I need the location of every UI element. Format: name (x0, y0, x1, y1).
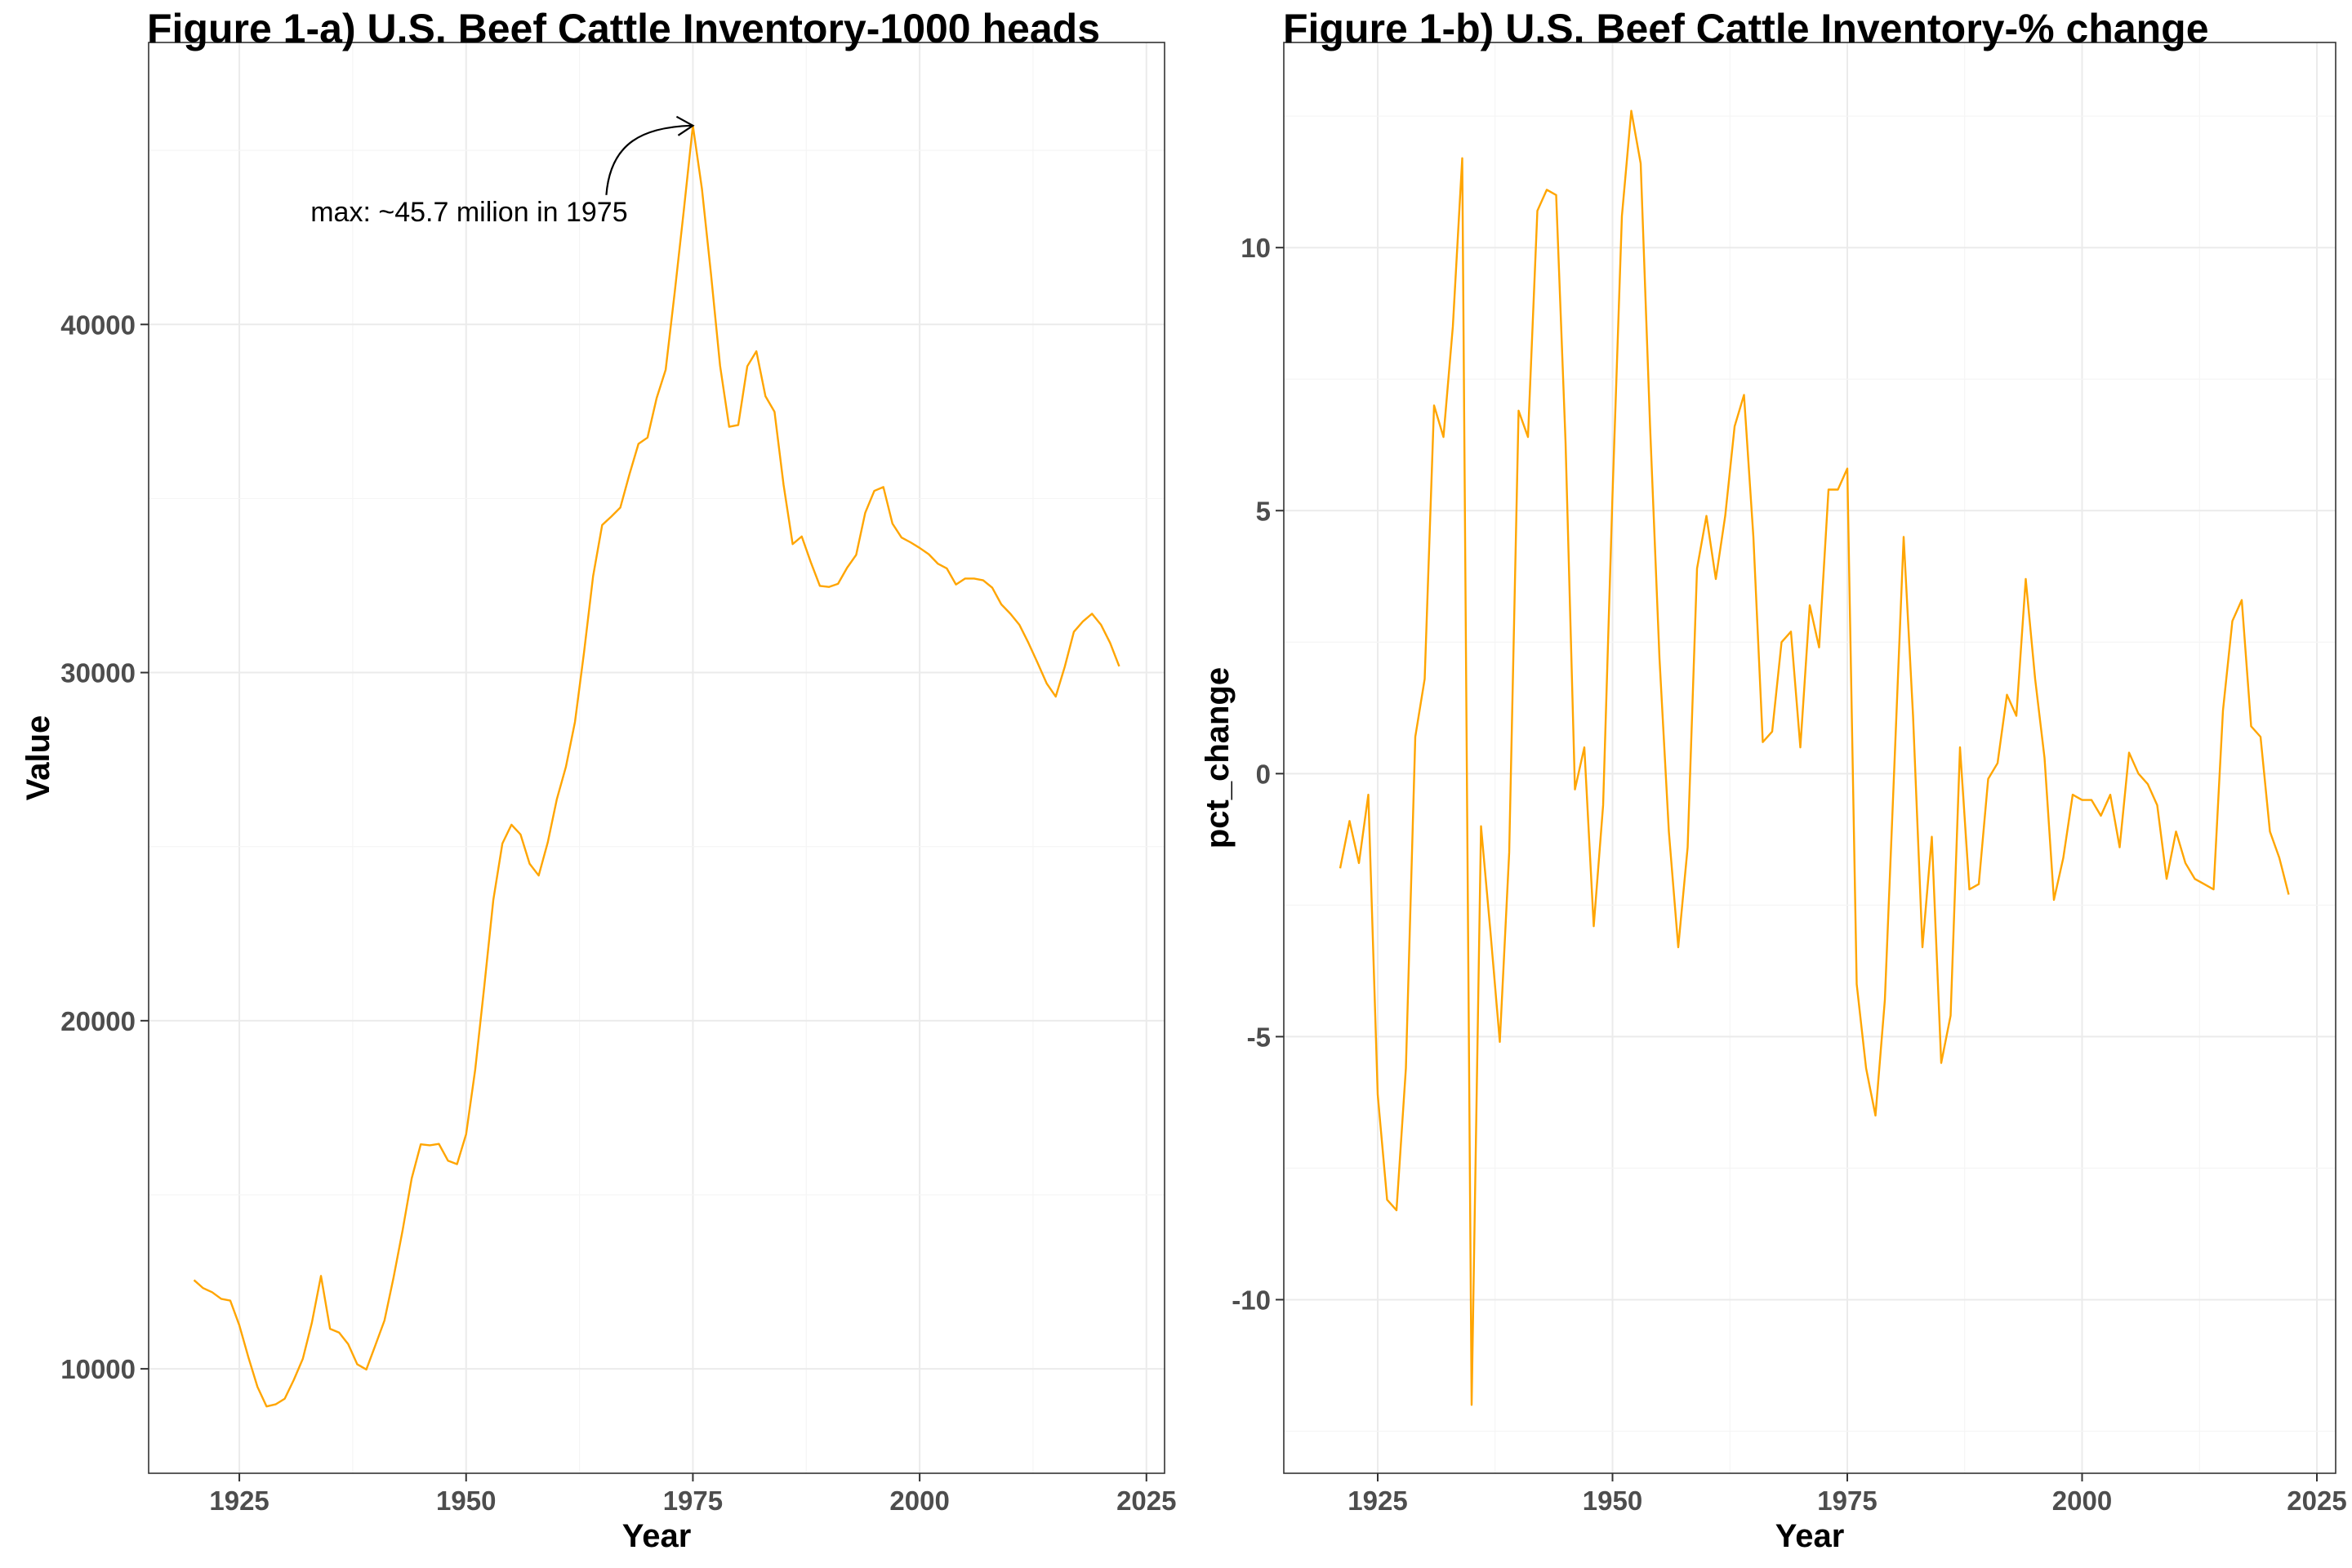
chart-1b-title: Figure 1-b) U.S. Beef Cattle Inventory-%… (1283, 6, 2209, 51)
annotation-max-label: max: ~45.7 milion in 1975 (310, 197, 627, 228)
x-tick-label: 1975 (663, 1486, 723, 1516)
chart-1a: max: ~45.7 milion in 1975 1925 1950 1975 20… (20, 6, 1176, 1554)
chart-1b: 1925 1950 1975 2000 2025 -10 -5 0 5 10 Figure 1-b… (1200, 6, 2347, 1554)
series-line (1339, 109, 2290, 1406)
y-tick-label: -10 (1232, 1285, 1271, 1315)
y-tick-label: 30000 (60, 658, 136, 688)
chart-1a-series (193, 124, 1120, 1408)
chart-1b-ticks: 1925 1950 1975 2000 2025 -10 -5 0 5 10 (1232, 233, 2346, 1516)
chart-1a-x-axis-title: Year (622, 1518, 692, 1554)
x-tick-label: 2025 (2287, 1486, 2346, 1516)
x-tick-label: 1925 (209, 1486, 269, 1516)
y-tick-label: 0 (1256, 759, 1271, 789)
y-tick-label: 10000 (60, 1354, 136, 1384)
chart-1a-title: Figure 1-a) U.S. Beef Cattle Inventory-1… (147, 6, 1100, 51)
x-tick-label: 1950 (1583, 1486, 1642, 1516)
chart-1b-panel-border (1283, 42, 2336, 1474)
chart-1a-ticks: 1925 1950 1975 2000 2025 10000 20000 30000 40000 (60, 310, 1176, 1516)
x-tick-label: 2000 (2052, 1486, 2112, 1516)
annotation-arrowhead (675, 115, 695, 136)
x-tick-label: 1925 (1348, 1486, 1407, 1516)
y-tick-label: -5 (1247, 1022, 1271, 1052)
y-tick-label: 5 (1256, 496, 1271, 526)
annotation-arrow (605, 124, 692, 195)
y-tick-label: 10 (1241, 233, 1271, 263)
chart-1a-panel-border (148, 42, 1165, 1474)
chart-1b-y-axis-title: pct_change (1200, 667, 1236, 849)
x-tick-label: 1950 (436, 1486, 496, 1516)
x-tick-label: 2025 (1116, 1486, 1176, 1516)
series-line (193, 124, 1120, 1408)
y-tick-label: 40000 (60, 310, 136, 340)
x-tick-label: 2000 (889, 1486, 949, 1516)
chart-1b-gridlines (1284, 42, 2336, 1473)
chart-1a-y-axis-title: Value (20, 715, 56, 801)
chart-1b-x-axis-title: Year (1775, 1518, 1845, 1554)
chart-1a-gridlines (149, 42, 1165, 1473)
chart-1a-annotation-group: max: ~45.7 milion in 1975 (310, 115, 695, 228)
chart-1b-series (1339, 109, 2290, 1406)
x-tick-label: 1975 (1817, 1486, 1877, 1516)
y-tick-label: 20000 (60, 1006, 136, 1036)
